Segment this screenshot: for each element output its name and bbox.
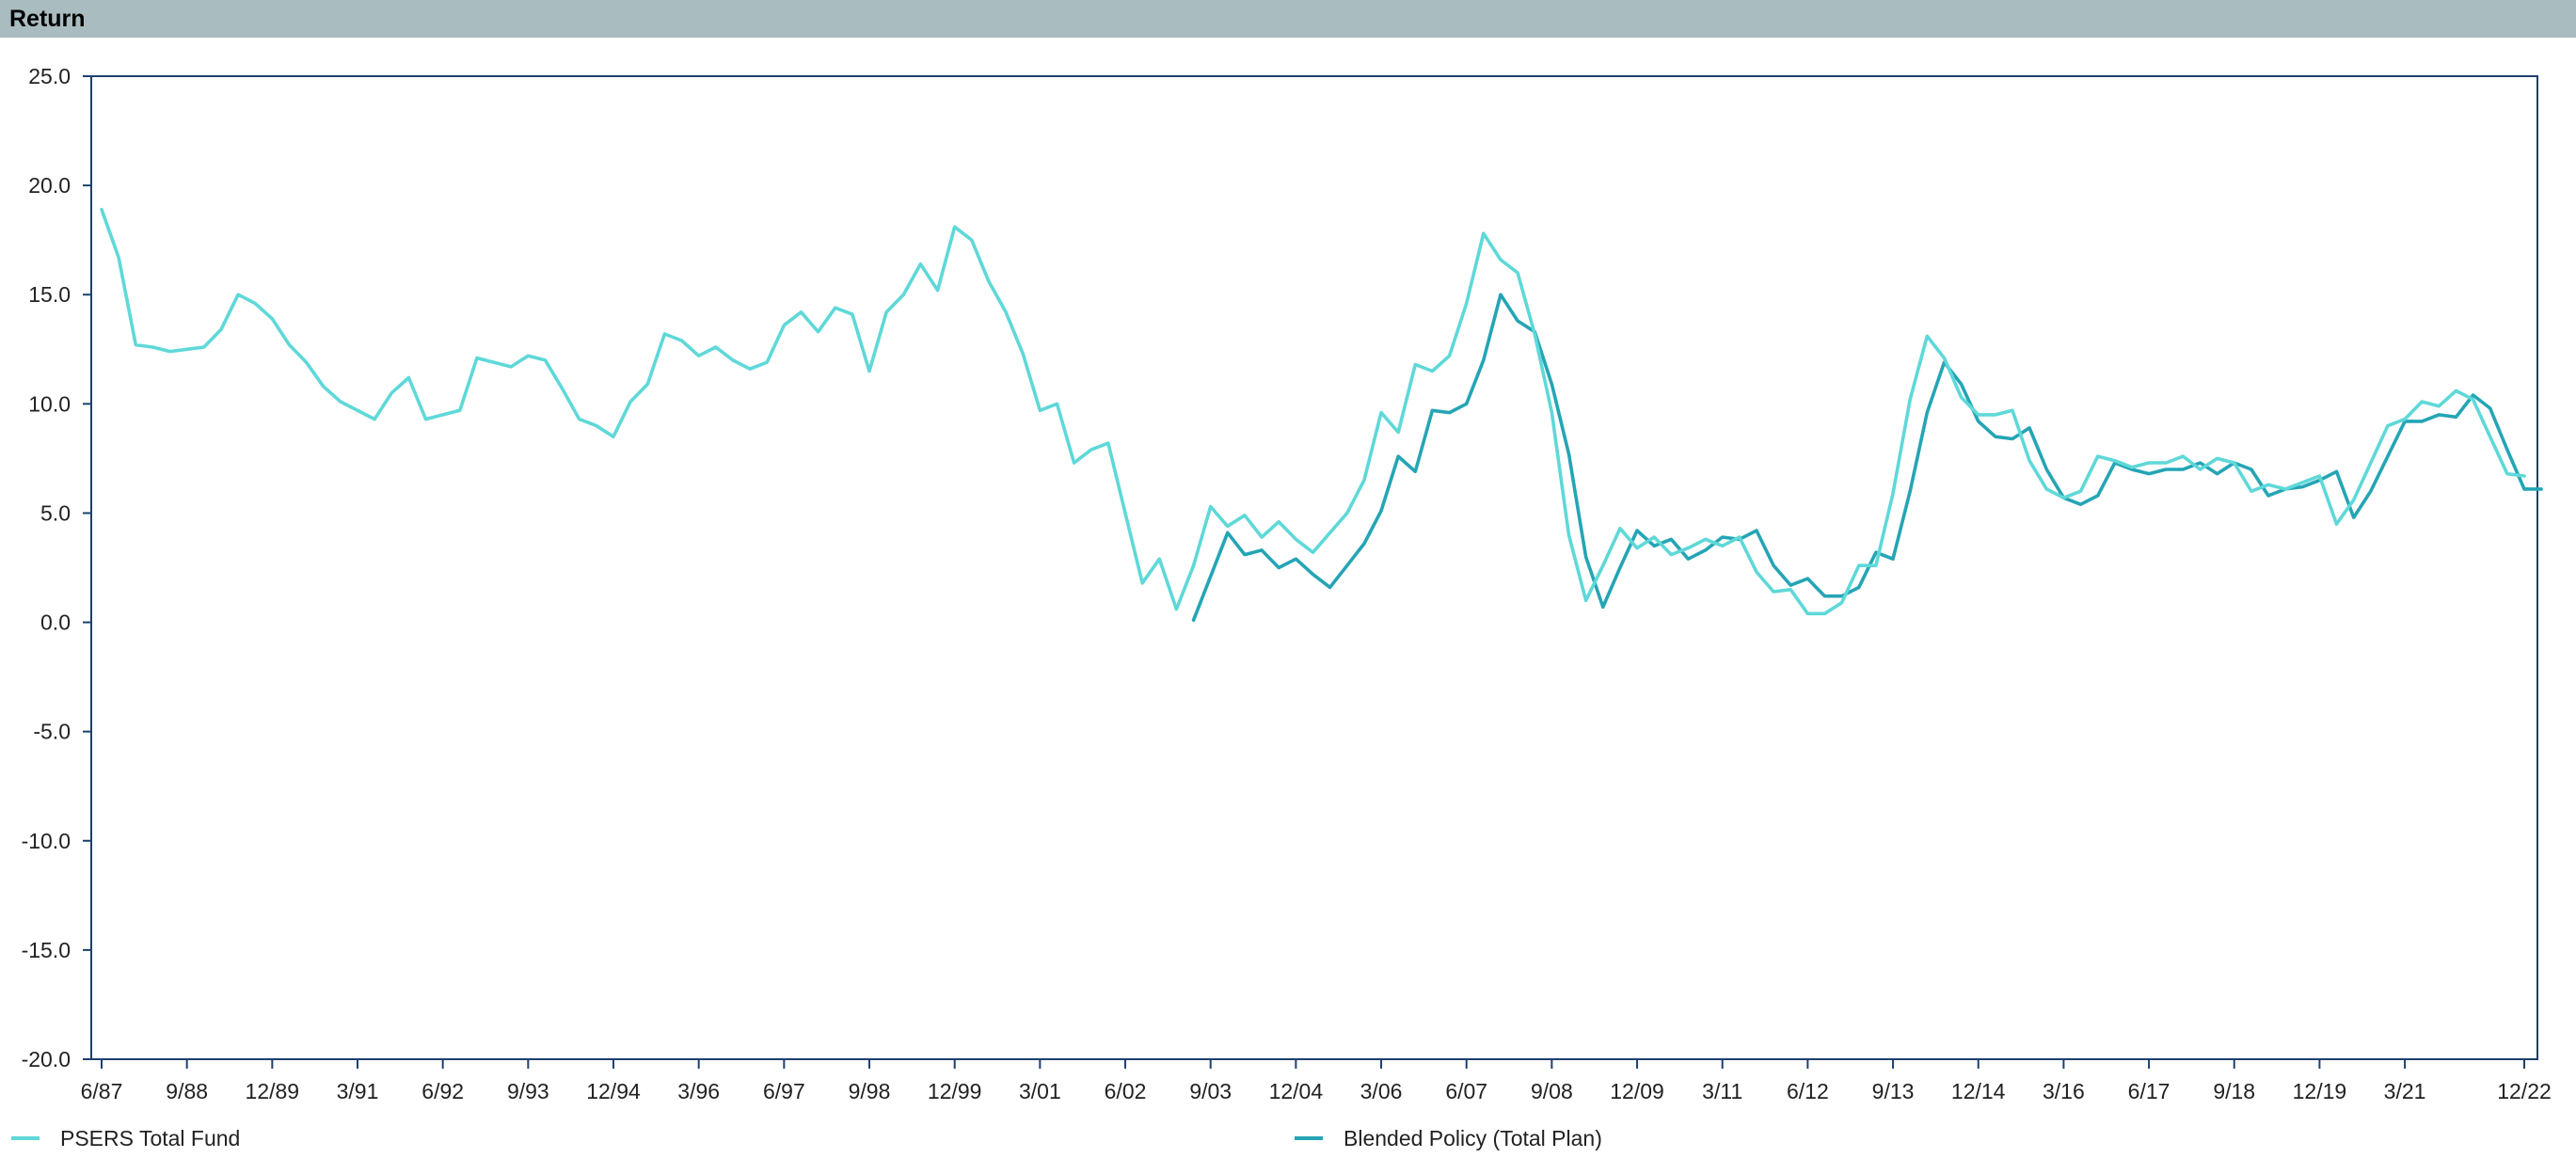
x-tick-label: 12/94 [586,1079,641,1103]
x-tick-label: 12/14 [1951,1079,2006,1103]
y-tick-label: 5.0 [40,500,71,525]
y-tick-label: -20.0 [22,1047,71,1071]
x-tick-label: 12/89 [246,1079,300,1103]
y-tick-label: 0.0 [40,611,71,635]
x-tick-label: 3/16 [2043,1079,2085,1103]
x-tick-label: 9/18 [2213,1079,2255,1103]
y-tick-label: -10.0 [22,829,71,853]
y-tick-label: -5.0 [33,720,71,744]
legend-swatch-blended-policy [1295,1136,1323,1140]
x-tick-label: 6/97 [763,1079,805,1103]
x-tick-label: 6/17 [2128,1079,2171,1103]
legend-label-psers-total-fund: PSERS Total Fund [60,1125,241,1150]
legend-label-blended-policy: Blended Policy (Total Plan) [1344,1125,1602,1150]
chart-header-title: Return [9,6,86,32]
x-tick-label: 3/11 [1702,1079,1742,1103]
x-tick-label: 6/87 [81,1079,123,1103]
series-line-blended-policy [1191,293,2543,623]
x-tick-label: 9/03 [1189,1079,1232,1103]
chart-header: Return [0,0,2576,38]
x-tick-label: 9/98 [849,1079,891,1103]
series-line-psers-total-fund [100,207,2526,616]
x-tick-label: 3/91 [337,1079,379,1103]
y-tick-label: 20.0 [28,173,71,198]
x-tick-label: 12/04 [1269,1079,1324,1103]
x-tick-label: 12/99 [928,1079,982,1103]
x-tick-label: 3/21 [2384,1079,2426,1103]
x-tick-label: 6/02 [1105,1079,1147,1103]
x-tick-label: 3/01 [1019,1079,1061,1103]
y-tick-label: 10.0 [28,391,71,416]
x-tick-label: 9/93 [507,1079,549,1103]
x-tick-label: 6/12 [1787,1079,1829,1103]
x-tick-label: 9/08 [1531,1079,1573,1103]
x-tick-label: 3/96 [677,1079,720,1103]
y-tick-label: 25.0 [28,64,71,88]
return-line-chart: 25.0 20.0 15.0 10.0 5.0 0.0 -5.0 -10.0 -15.0 -20.… [22,64,2552,1103]
x-tick-label: 12/19 [2293,1079,2347,1103]
x-tick-label: 6/07 [1445,1079,1487,1103]
y-tick-label: 15.0 [28,282,71,307]
x-tick-label: 12/09 [1610,1079,1664,1103]
x-tick-label: 9/13 [1872,1079,1915,1103]
legend-item-blended-policy: Blended Policy (Total Plan) [1295,1121,1602,1155]
legend-item-psers-total-fund: PSERS Total Fund [11,1121,240,1155]
plot-frame [90,75,2538,1060]
x-tick-label: 3/06 [1360,1079,1403,1103]
x-tick-label: 6/92 [421,1079,464,1103]
x-tick-label: 9/88 [166,1079,208,1103]
x-tick-label: 12/22 [2497,1079,2552,1103]
legend-swatch-psers-total-fund [11,1136,40,1140]
y-tick-label: -15.0 [22,938,71,962]
